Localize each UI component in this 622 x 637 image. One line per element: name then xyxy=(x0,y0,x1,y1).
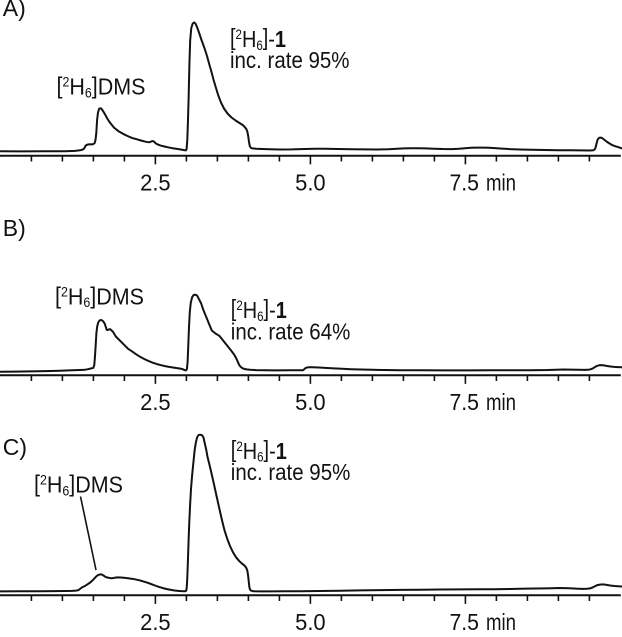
svg-text:7.5: 7.5 xyxy=(449,389,479,415)
svg-text:[2H6]DMS: [2H6]DMS xyxy=(57,73,146,101)
svg-text:[2H6]-1: [2H6]-1 xyxy=(231,436,287,465)
svg-text:A): A) xyxy=(3,0,26,21)
svg-text:5.0: 5.0 xyxy=(295,389,326,415)
svg-text:inc. rate 64%: inc. rate 64% xyxy=(231,319,350,345)
svg-text:2.5: 2.5 xyxy=(140,609,171,635)
svg-text:2.5: 2.5 xyxy=(140,389,171,415)
svg-text:5.0: 5.0 xyxy=(295,609,326,635)
svg-text:min: min xyxy=(486,389,516,415)
svg-text:C): C) xyxy=(3,434,27,460)
svg-text:7.5: 7.5 xyxy=(449,609,479,635)
svg-text:inc. rate 95%: inc. rate 95% xyxy=(231,459,350,485)
svg-text:5.0: 5.0 xyxy=(295,169,326,195)
svg-text:min: min xyxy=(486,169,516,195)
svg-text:min: min xyxy=(486,609,516,635)
svg-text:[2H6]DMS: [2H6]DMS xyxy=(55,282,144,310)
svg-text:B): B) xyxy=(3,215,26,241)
svg-text:[2H6]-1: [2H6]-1 xyxy=(230,24,286,53)
svg-text:[2H6]-1: [2H6]-1 xyxy=(231,295,287,324)
svg-text:inc. rate 95%: inc. rate 95% xyxy=(230,47,350,73)
svg-text:7.5: 7.5 xyxy=(449,169,479,195)
svg-text:[2H6]DMS: [2H6]DMS xyxy=(34,471,123,499)
svg-text:2.5: 2.5 xyxy=(140,169,171,195)
